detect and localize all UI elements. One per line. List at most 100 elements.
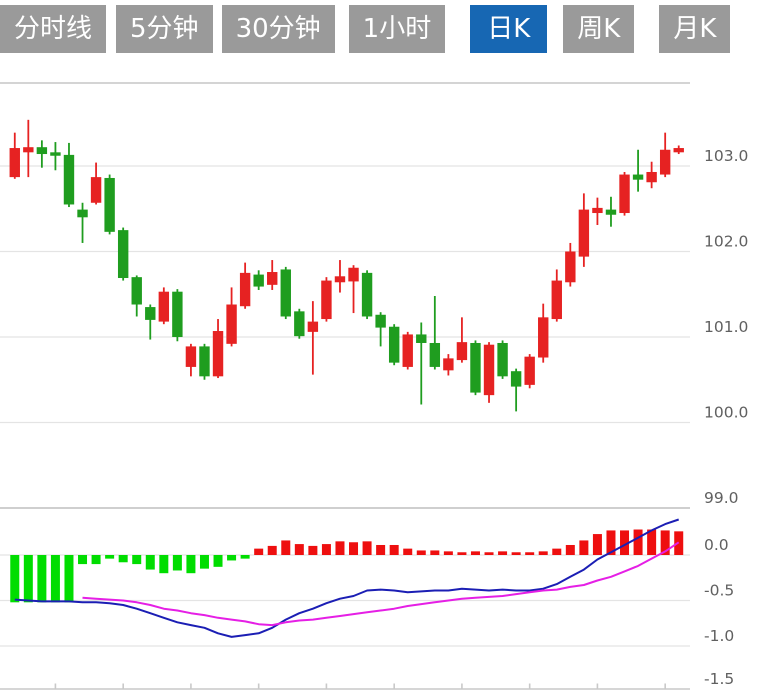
candle-body: [619, 174, 630, 214]
candle-body: [470, 342, 481, 393]
macd-histogram-bar: [132, 555, 142, 565]
macd-histogram-bar: [389, 544, 399, 555]
macd-histogram-bar: [579, 540, 589, 555]
macd-histogram-bar: [10, 555, 20, 603]
macd-histogram-bar: [525, 552, 535, 555]
candle-body: [565, 251, 576, 283]
macd-histogram-bar: [416, 550, 426, 555]
macd-histogram-bar: [633, 529, 643, 555]
candle-body: [592, 207, 603, 214]
macd-histogram-bar: [78, 555, 88, 565]
tab-1hour[interactable]: 1小时: [348, 5, 446, 53]
macd-histogram-bar: [50, 555, 60, 603]
macd-histogram-bar: [647, 529, 657, 555]
candlestick-panel[interactable]: [9, 119, 684, 412]
macd-histogram-bar: [606, 530, 616, 555]
period-tab-bar: 分时线 5分钟 30分钟 1小时 日K 周K 月K: [0, 5, 731, 53]
candle-body: [145, 307, 156, 320]
macd-histogram-bar: [172, 555, 182, 571]
candle-body: [172, 291, 183, 337]
candle-body: [226, 304, 237, 344]
macd-histogram-bar: [308, 545, 318, 555]
candle-body: [334, 276, 346, 283]
tab-weekly-k[interactable]: 周K: [563, 5, 635, 53]
candle-body: [36, 147, 48, 155]
candle-body: [673, 148, 684, 153]
price-axis-label: 102.0: [704, 233, 748, 251]
macd-histogram-bar: [145, 555, 155, 570]
macd-histogram-bar: [457, 552, 467, 555]
candle-body: [578, 209, 590, 257]
macd-axis-label: -1.0: [704, 627, 734, 645]
macd-histogram-bar: [23, 555, 33, 603]
macd-histogram-bar: [660, 530, 670, 555]
macd-histogram-bar: [430, 550, 440, 555]
tab-monthly-k[interactable]: 月K: [659, 5, 731, 53]
candle-body: [239, 272, 251, 307]
tab-5min[interactable]: 5分钟: [116, 5, 213, 53]
candle-body: [307, 321, 319, 332]
macd-histogram-bar: [335, 541, 345, 555]
candle-body: [402, 334, 413, 367]
candle-body: [185, 346, 197, 367]
macd-histogram-bar: [592, 534, 602, 555]
dea-line: [82, 541, 680, 627]
candle-body: [416, 334, 427, 343]
dif-line: [14, 518, 680, 638]
macd-histogram-bar: [105, 555, 115, 559]
candle-body: [605, 209, 617, 215]
macd-histogram-bar: [484, 552, 494, 555]
price-axis-label: 100.0: [704, 404, 748, 422]
candle-body: [199, 346, 210, 377]
macd-histogram-bar: [511, 552, 521, 555]
macd-axis-label: 0.0: [704, 536, 729, 554]
candle-body: [253, 274, 264, 287]
macd-histogram-bar: [186, 555, 196, 574]
macd-histogram-bar: [227, 555, 237, 561]
macd-histogram-bar: [213, 555, 223, 567]
macd-histogram-bar: [240, 555, 250, 559]
candle-body: [646, 171, 657, 183]
tab-timeshare[interactable]: 分时线: [0, 5, 107, 53]
candle-body: [63, 154, 75, 205]
macd-histogram-bar: [403, 548, 413, 555]
macd-histogram-bar: [267, 545, 277, 555]
price-axis-label: 103.0: [704, 147, 748, 165]
candle-body: [456, 342, 468, 361]
candle-body: [483, 344, 495, 396]
macd-histogram-bar: [64, 555, 74, 603]
candle-body: [77, 209, 88, 218]
macd-histogram-bar: [470, 551, 480, 555]
candle-body: [524, 356, 535, 385]
macd-histogram-bar: [498, 551, 508, 555]
tab-30min[interactable]: 30分钟: [221, 5, 335, 53]
candle-body: [497, 342, 508, 377]
macd-histogram-bar: [552, 548, 562, 555]
candle-body: [117, 230, 129, 279]
candle-body: [9, 148, 20, 178]
macd-histogram-bar: [118, 555, 128, 563]
macd-histogram-bar: [443, 551, 453, 555]
candle-body: [429, 342, 441, 367]
candle-body: [294, 311, 305, 337]
candle-body: [280, 269, 291, 317]
candle-body: [551, 280, 562, 320]
macd-histogram-bar: [37, 555, 47, 603]
macd-histogram-bar: [362, 541, 372, 555]
price-axis-label: 101.0: [704, 318, 748, 336]
macd-histogram-bar: [538, 551, 548, 555]
candle-body: [158, 291, 170, 322]
tab-daily-k[interactable]: 日K: [470, 5, 548, 53]
candle-body: [348, 267, 359, 282]
macd-panel[interactable]: [10, 518, 684, 638]
macd-histogram-bar: [159, 555, 169, 574]
candle-body: [321, 280, 332, 320]
macd-histogram-bar: [199, 555, 209, 569]
macd-histogram-bar: [294, 544, 304, 555]
candle-body: [50, 152, 61, 156]
candle-body: [361, 272, 373, 317]
candle-body: [23, 147, 34, 153]
macd-histogram-bar: [376, 544, 386, 555]
